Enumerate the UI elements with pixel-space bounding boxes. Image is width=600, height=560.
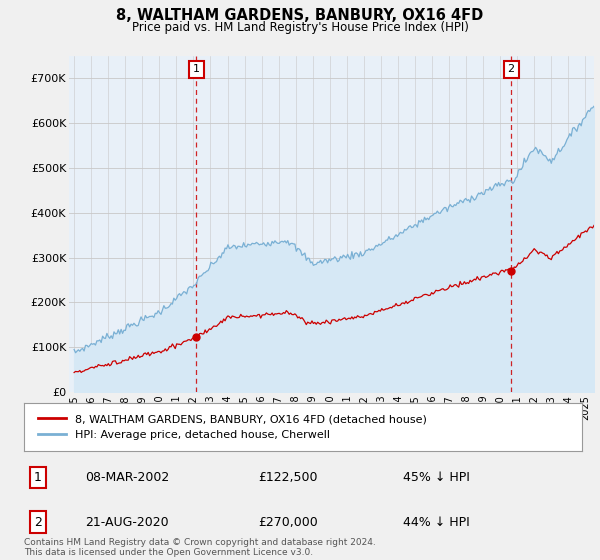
Text: £122,500: £122,500 — [259, 471, 318, 484]
Text: 44% ↓ HPI: 44% ↓ HPI — [403, 516, 470, 529]
Text: Contains HM Land Registry data © Crown copyright and database right 2024.
This d: Contains HM Land Registry data © Crown c… — [24, 538, 376, 557]
Text: Price paid vs. HM Land Registry's House Price Index (HPI): Price paid vs. HM Land Registry's House … — [131, 21, 469, 34]
Text: 1: 1 — [34, 471, 42, 484]
Text: 2: 2 — [34, 516, 42, 529]
Legend: 8, WALTHAM GARDENS, BANBURY, OX16 4FD (detached house), HPI: Average price, deta: 8, WALTHAM GARDENS, BANBURY, OX16 4FD (d… — [35, 411, 430, 443]
Text: 2: 2 — [508, 64, 515, 74]
Text: 1: 1 — [193, 64, 200, 74]
Text: £270,000: £270,000 — [259, 516, 318, 529]
Text: 08-MAR-2002: 08-MAR-2002 — [85, 471, 170, 484]
Text: 45% ↓ HPI: 45% ↓ HPI — [403, 471, 470, 484]
Text: 8, WALTHAM GARDENS, BANBURY, OX16 4FD: 8, WALTHAM GARDENS, BANBURY, OX16 4FD — [116, 8, 484, 24]
Text: 21-AUG-2020: 21-AUG-2020 — [85, 516, 169, 529]
